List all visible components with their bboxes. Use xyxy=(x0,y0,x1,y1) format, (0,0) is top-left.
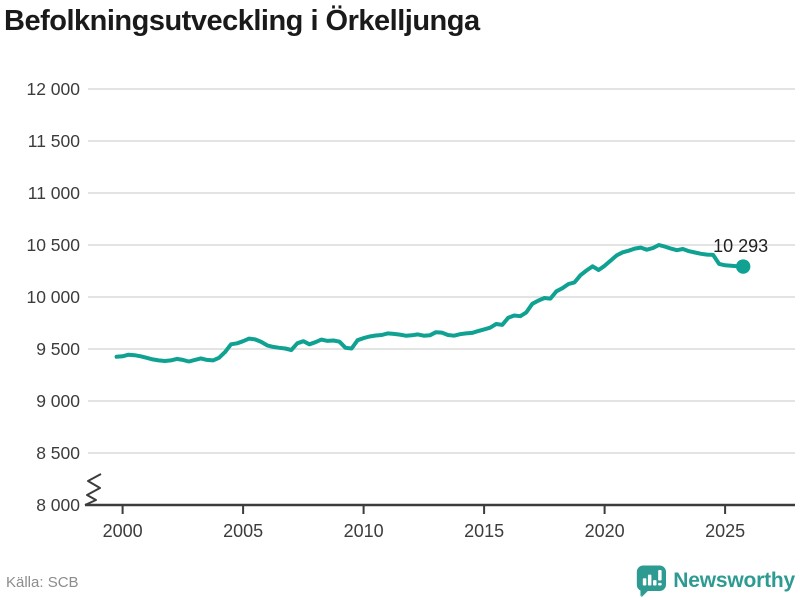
source-note: Källa: SCB xyxy=(6,574,79,591)
y-tick-label: 8 000 xyxy=(36,495,80,515)
newsworthy-wordmark: Newsworthy xyxy=(673,569,795,592)
y-tick-label: 11 000 xyxy=(28,183,80,203)
x-tick-label: 2005 xyxy=(223,521,263,541)
x-tick-label: 2000 xyxy=(103,521,143,541)
latest-point-marker xyxy=(735,259,751,274)
x-tick-label: 2010 xyxy=(344,521,384,541)
y-tick-label: 11 500 xyxy=(28,131,80,151)
y-tick-label: 12 000 xyxy=(26,79,80,99)
y-tick-label: 9 500 xyxy=(36,339,80,359)
y-tick-label: 8 500 xyxy=(36,443,80,463)
newsworthy-logo[interactable]: Newsworthy xyxy=(635,563,795,599)
y-tick-label: 10 500 xyxy=(26,235,80,255)
page-title: Befolkningsutveckling i Örkelljunga xyxy=(4,5,480,37)
latest-value-label: 10 293 xyxy=(713,236,768,256)
y-tick-label: 10 000 xyxy=(26,287,80,307)
x-tick-label: 2025 xyxy=(705,521,745,541)
newsworthy-bar-chart-bubble-icon xyxy=(637,565,667,598)
x-tick-label: 2015 xyxy=(464,521,504,541)
axis-break-icon xyxy=(84,473,102,506)
x-tick-label: 2020 xyxy=(585,521,625,541)
y-tick-label: 9 000 xyxy=(36,391,80,411)
population-line xyxy=(114,243,746,364)
